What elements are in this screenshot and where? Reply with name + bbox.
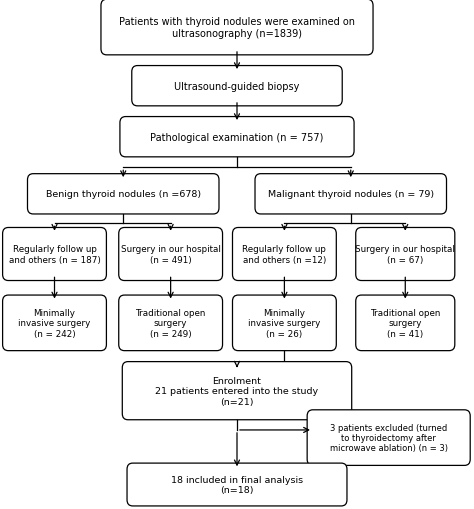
Text: 3 patients excluded (turned
to thyroidectomy after
microwave ablation) (n = 3): 3 patients excluded (turned to thyroidec… xyxy=(330,423,447,453)
Text: Minimally
invasive surgery
(n = 26): Minimally invasive surgery (n = 26) xyxy=(248,308,320,338)
FancyBboxPatch shape xyxy=(255,174,447,215)
FancyBboxPatch shape xyxy=(232,295,336,351)
Text: Enrolment
21 patients entered into the study
(n=21): Enrolment 21 patients entered into the s… xyxy=(155,376,319,406)
FancyBboxPatch shape xyxy=(356,228,455,281)
Text: Malignant thyroid nodules (n = 79): Malignant thyroid nodules (n = 79) xyxy=(268,190,434,199)
FancyBboxPatch shape xyxy=(132,66,342,106)
Text: Traditional open
surgery
(n = 249): Traditional open surgery (n = 249) xyxy=(136,308,206,338)
Text: Patients with thyroid nodules were examined on
ultrasonography (n=1839): Patients with thyroid nodules were exami… xyxy=(119,17,355,39)
FancyBboxPatch shape xyxy=(118,295,222,351)
FancyBboxPatch shape xyxy=(307,410,470,465)
FancyBboxPatch shape xyxy=(118,228,222,281)
Text: Traditional open
surgery
(n = 41): Traditional open surgery (n = 41) xyxy=(370,308,440,338)
Text: Surgery in our hospital
(n = 491): Surgery in our hospital (n = 491) xyxy=(121,245,220,264)
Text: Surgery in our hospital
(n = 67): Surgery in our hospital (n = 67) xyxy=(356,245,455,264)
Text: 18 included in final analysis
(n=18): 18 included in final analysis (n=18) xyxy=(171,475,303,494)
Text: Minimally
invasive surgery
(n = 242): Minimally invasive surgery (n = 242) xyxy=(18,308,91,338)
Text: Regularly follow up
and others (n =12): Regularly follow up and others (n =12) xyxy=(243,245,326,264)
FancyBboxPatch shape xyxy=(3,228,106,281)
FancyBboxPatch shape xyxy=(27,174,219,215)
Text: Ultrasound-guided biopsy: Ultrasound-guided biopsy xyxy=(174,81,300,92)
FancyBboxPatch shape xyxy=(3,295,106,351)
FancyBboxPatch shape xyxy=(356,295,455,351)
FancyBboxPatch shape xyxy=(122,362,352,420)
Text: Benign thyroid nodules (n =678): Benign thyroid nodules (n =678) xyxy=(46,190,201,199)
FancyBboxPatch shape xyxy=(127,463,347,506)
FancyBboxPatch shape xyxy=(101,1,373,55)
FancyBboxPatch shape xyxy=(232,228,336,281)
Text: Regularly follow up
and others (n = 187): Regularly follow up and others (n = 187) xyxy=(9,245,100,264)
FancyBboxPatch shape xyxy=(120,117,354,157)
Text: Pathological examination (n = 757): Pathological examination (n = 757) xyxy=(150,132,324,143)
